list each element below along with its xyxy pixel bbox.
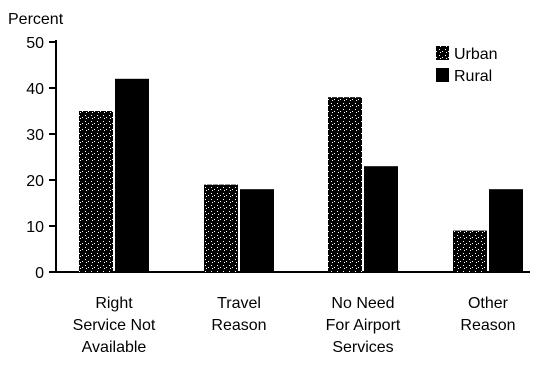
x-category-label: Other Reason [460,295,515,334]
legend: Urban Rural [436,46,498,85]
bar-rural [115,78,149,272]
bar-rural [240,189,274,272]
y-tick-label: 20 [26,173,44,190]
bar-urban [328,97,362,272]
legend-swatch-urban [436,46,449,60]
bar-urban [79,111,113,272]
bar-rural [364,166,398,272]
x-category-label: Travel Reason [211,295,266,334]
y-tick-label: 30 [26,127,44,144]
x-category-label: No Need For Airport Services [326,295,401,356]
legend-label-urban: Urban [454,46,498,63]
y-tick-label: 10 [26,219,44,236]
y-tick-label: 0 [35,265,44,282]
bar-urban [453,230,487,272]
bar-urban [204,184,238,272]
y-tick-label: 40 [26,81,44,98]
x-axis-labels: Right Service Not Available Travel Reason No … [73,295,516,356]
y-axis-label: Percent [8,11,64,28]
bars [79,78,523,272]
bar-rural [489,189,523,272]
x-category-label: Right Service Not Available [73,295,156,356]
y-tick-label: 50 [26,35,44,52]
legend-swatch-rural [436,68,449,82]
legend-label-rural: Rural [454,68,492,85]
